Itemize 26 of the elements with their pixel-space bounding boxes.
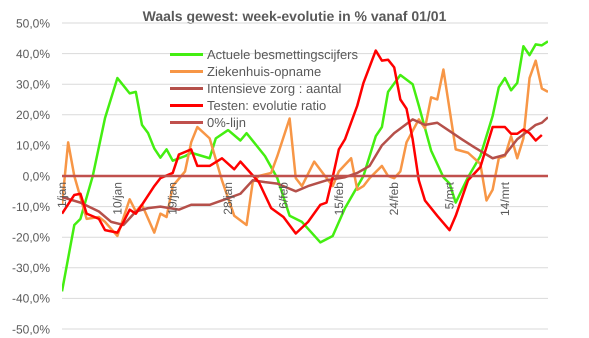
x-tick-label: 15/feb [332,182,346,216]
legend-label: Testen: evolutie ratio [207,97,326,114]
legend-label: Intensieve zorg : aantal [207,80,342,97]
x-tick-label: 6/feb [276,182,290,209]
y-tick-label: 30,0% [16,77,50,92]
y-tick-label: 10,0% [16,138,50,153]
x-tick-label: 10/jan [110,182,124,215]
y-tick-label: -50,0% [12,322,50,336]
y-tick-label: 40,0% [16,46,50,61]
y-tick-label: 20,0% [16,108,50,122]
y-tick-label: 0,0% [22,169,50,184]
x-tick-label: 5/mrt [442,181,457,210]
chart-title: Waals gewest: week-evolutie in % vanaf 01/01 [142,8,446,24]
x-tick-label: 28/jan [221,182,236,215]
legend-label: Ziekenhuis-opname [207,63,322,80]
y-tick-label: 50,0% [16,16,50,30]
y-tick-label: -30,0% [12,261,50,276]
x-tick-label: 19/jan [166,182,180,215]
y-tick-label: -40,0% [12,292,50,306]
x-tick-label: 14/mrt [498,181,512,216]
y-tick-label: -20,0% [12,230,50,244]
x-tick-label: 1/jan [55,182,69,208]
legend-label: Actuele besmettingscijfers [207,46,358,63]
x-tick-label: 24/feb [387,182,402,216]
legend-label: 0%-lijn [207,114,246,131]
y-tick-label: -10,0% [12,200,50,214]
